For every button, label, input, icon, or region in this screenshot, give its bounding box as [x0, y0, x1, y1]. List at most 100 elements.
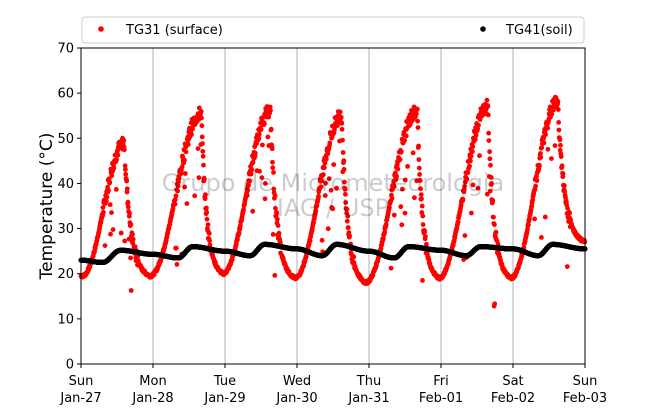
surface-point [455, 219, 461, 225]
surface-point [202, 196, 208, 202]
surface-point [241, 207, 247, 212]
surface-point [418, 186, 423, 192]
surface-point [341, 158, 347, 164]
x-tick-label-date: Feb-02 [491, 391, 535, 406]
y-axis-ticks: 0 10 20 30 40 50 60 70 [57, 42, 81, 373]
surface-point [262, 121, 267, 127]
surface-point [252, 150, 258, 156]
x-tick-label-day: Wed [283, 374, 311, 389]
surface-point [319, 237, 325, 243]
watermark-line-2: IAG / USP [277, 194, 389, 222]
surface-point [399, 149, 404, 155]
surface-point [465, 170, 471, 175]
surface-point [121, 138, 127, 143]
surface-point [196, 105, 202, 111]
surface-point [124, 186, 130, 192]
surface-point [235, 237, 240, 243]
surface-point [204, 205, 209, 211]
surface-point [128, 222, 134, 227]
surface-point [268, 126, 274, 132]
surface-point [273, 205, 278, 211]
surface-point [558, 142, 563, 148]
surface-point [275, 223, 281, 229]
watermark: Grupo de Micrometeorologia IAG / USP [162, 169, 504, 222]
surface-point [343, 200, 349, 205]
surface-point [339, 120, 345, 126]
surface-point [179, 164, 185, 170]
surface-point [351, 254, 357, 260]
surface-point [344, 218, 350, 224]
surface-point [257, 168, 262, 174]
surface-point [192, 193, 198, 199]
surface-point [490, 198, 496, 203]
surface-point [477, 117, 483, 122]
x-tick-label-date: Jan-29 [203, 391, 245, 406]
surface-point [420, 278, 425, 283]
surface-point [342, 179, 347, 185]
surface-point [130, 232, 135, 238]
surface-point [122, 238, 128, 244]
surface-point [207, 242, 213, 248]
surface-point [125, 199, 131, 205]
surface-point [330, 206, 336, 212]
surface-point [201, 162, 206, 168]
surface-point [206, 231, 212, 236]
surface-point [419, 210, 425, 215]
surface-point [403, 133, 409, 139]
surface-point [319, 178, 325, 184]
surface-point [172, 201, 178, 207]
surface-point [128, 255, 134, 261]
surface-point [182, 171, 188, 176]
surface-point [104, 194, 110, 200]
x-tick-label-date: Jan-31 [347, 391, 389, 406]
surface-point [244, 193, 250, 199]
surface-point [526, 222, 531, 228]
surface-point [245, 188, 250, 193]
surface-point [323, 156, 329, 162]
surface-point [492, 301, 498, 307]
surface-point [184, 201, 190, 207]
surface-point [318, 184, 324, 190]
surface-point [533, 183, 538, 189]
surface-point [402, 210, 408, 216]
surface-point [423, 234, 428, 239]
legend-marker-surface [98, 26, 104, 32]
surface-point [410, 150, 416, 156]
surface-point [416, 165, 422, 171]
surface-point [484, 191, 490, 197]
y-tick-label: 70 [57, 42, 74, 57]
x-tick-label-date: Jan-30 [275, 391, 317, 406]
surface-point [250, 159, 256, 165]
surface-point [106, 187, 111, 193]
surface-point [476, 122, 481, 128]
surface-point [269, 146, 275, 152]
surface-point [383, 221, 389, 227]
x-tick-label-day: Tue [213, 374, 236, 389]
surface-point [199, 115, 204, 121]
surface-point [395, 166, 401, 172]
surface-point [118, 230, 124, 236]
y-axis-title: Temperature (°C) [37, 133, 57, 281]
surface-point [175, 183, 181, 189]
surface-point [485, 112, 491, 118]
surface-point [198, 109, 204, 114]
y-tick-label: 50 [57, 132, 74, 147]
x-tick-label-day: Sun [69, 374, 94, 389]
surface-point [545, 125, 550, 131]
surface-point [338, 114, 344, 120]
x-tick-label-day: Sat [502, 374, 523, 389]
surface-point [200, 141, 205, 147]
surface-point [469, 210, 474, 216]
surface-point [262, 196, 268, 202]
surface-point [203, 192, 208, 198]
surface-point [270, 165, 276, 171]
x-axis-ticks: Sun Jan-27 Mon Jan-28 Tue Jan-29 Wed Jan-30 Thu J… [59, 364, 607, 406]
surface-point [417, 172, 422, 177]
surface-point [265, 134, 271, 140]
surface-point [556, 120, 561, 125]
surface-point [394, 173, 399, 179]
surface-point [537, 163, 542, 169]
surface-point [268, 108, 273, 113]
surface-point [340, 137, 345, 143]
surface-point [107, 180, 113, 185]
